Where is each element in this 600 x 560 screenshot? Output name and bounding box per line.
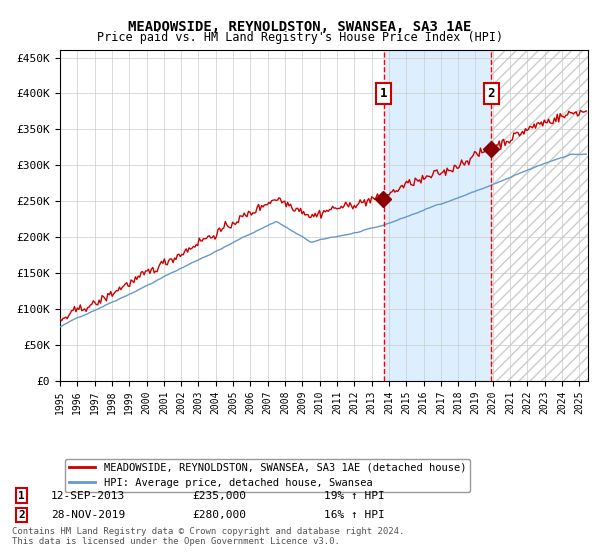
- Text: 16% ↑ HPI: 16% ↑ HPI: [324, 510, 385, 520]
- Bar: [384, 50, 491, 381]
- Text: Price paid vs. HM Land Registry's House Price Index (HPI): Price paid vs. HM Land Registry's House …: [97, 31, 503, 44]
- Text: MEADOWSIDE, REYNOLDSTON, SWANSEA, SA3 1AE: MEADOWSIDE, REYNOLDSTON, SWANSEA, SA3 1A…: [128, 20, 472, 34]
- Text: 1: 1: [380, 87, 388, 100]
- Text: £235,000: £235,000: [192, 491, 246, 501]
- Text: 19% ↑ HPI: 19% ↑ HPI: [324, 491, 385, 501]
- Text: 2: 2: [18, 510, 25, 520]
- Text: 1: 1: [18, 491, 25, 501]
- Legend: MEADOWSIDE, REYNOLDSTON, SWANSEA, SA3 1AE (detached house), HPI: Average price, : MEADOWSIDE, REYNOLDSTON, SWANSEA, SA3 1A…: [65, 459, 470, 492]
- Text: £280,000: £280,000: [192, 510, 246, 520]
- Text: 12-SEP-2013: 12-SEP-2013: [51, 491, 125, 501]
- Bar: [491, 50, 588, 381]
- Text: 28-NOV-2019: 28-NOV-2019: [51, 510, 125, 520]
- Text: 2: 2: [487, 87, 495, 100]
- Text: Contains HM Land Registry data © Crown copyright and database right 2024.
This d: Contains HM Land Registry data © Crown c…: [12, 526, 404, 546]
